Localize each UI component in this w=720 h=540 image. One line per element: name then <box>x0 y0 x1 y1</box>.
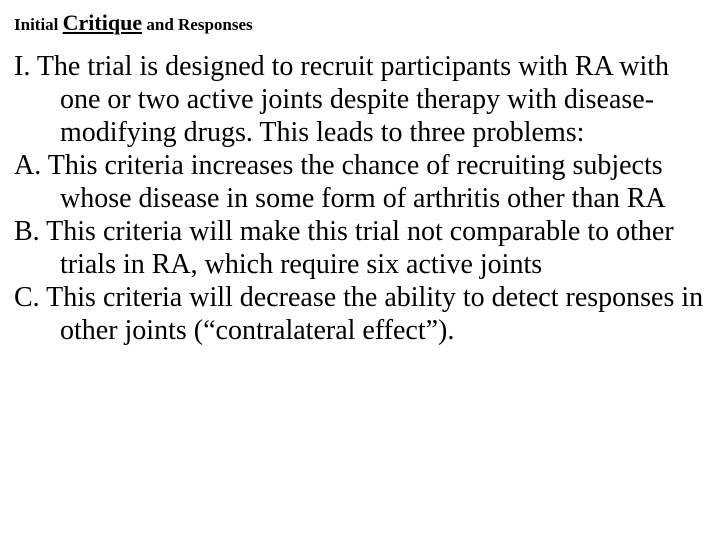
title-word-critique: Critique <box>63 10 142 35</box>
slide-container: Initial Critique and Responses I. The tr… <box>0 0 720 357</box>
body-text: I. The trial is designed to recruit part… <box>14 50 706 347</box>
slide-title: Initial Critique and Responses <box>14 10 706 36</box>
list-item: A. This criteria increases the chance of… <box>14 149 706 215</box>
title-word-responses: and Responses <box>142 15 253 34</box>
title-word-initial: Initial <box>14 15 63 34</box>
list-item: C. This criteria will decrease the abili… <box>14 281 706 347</box>
list-item: I. The trial is designed to recruit part… <box>14 50 706 149</box>
list-item: B. This criteria will make this trial no… <box>14 215 706 281</box>
